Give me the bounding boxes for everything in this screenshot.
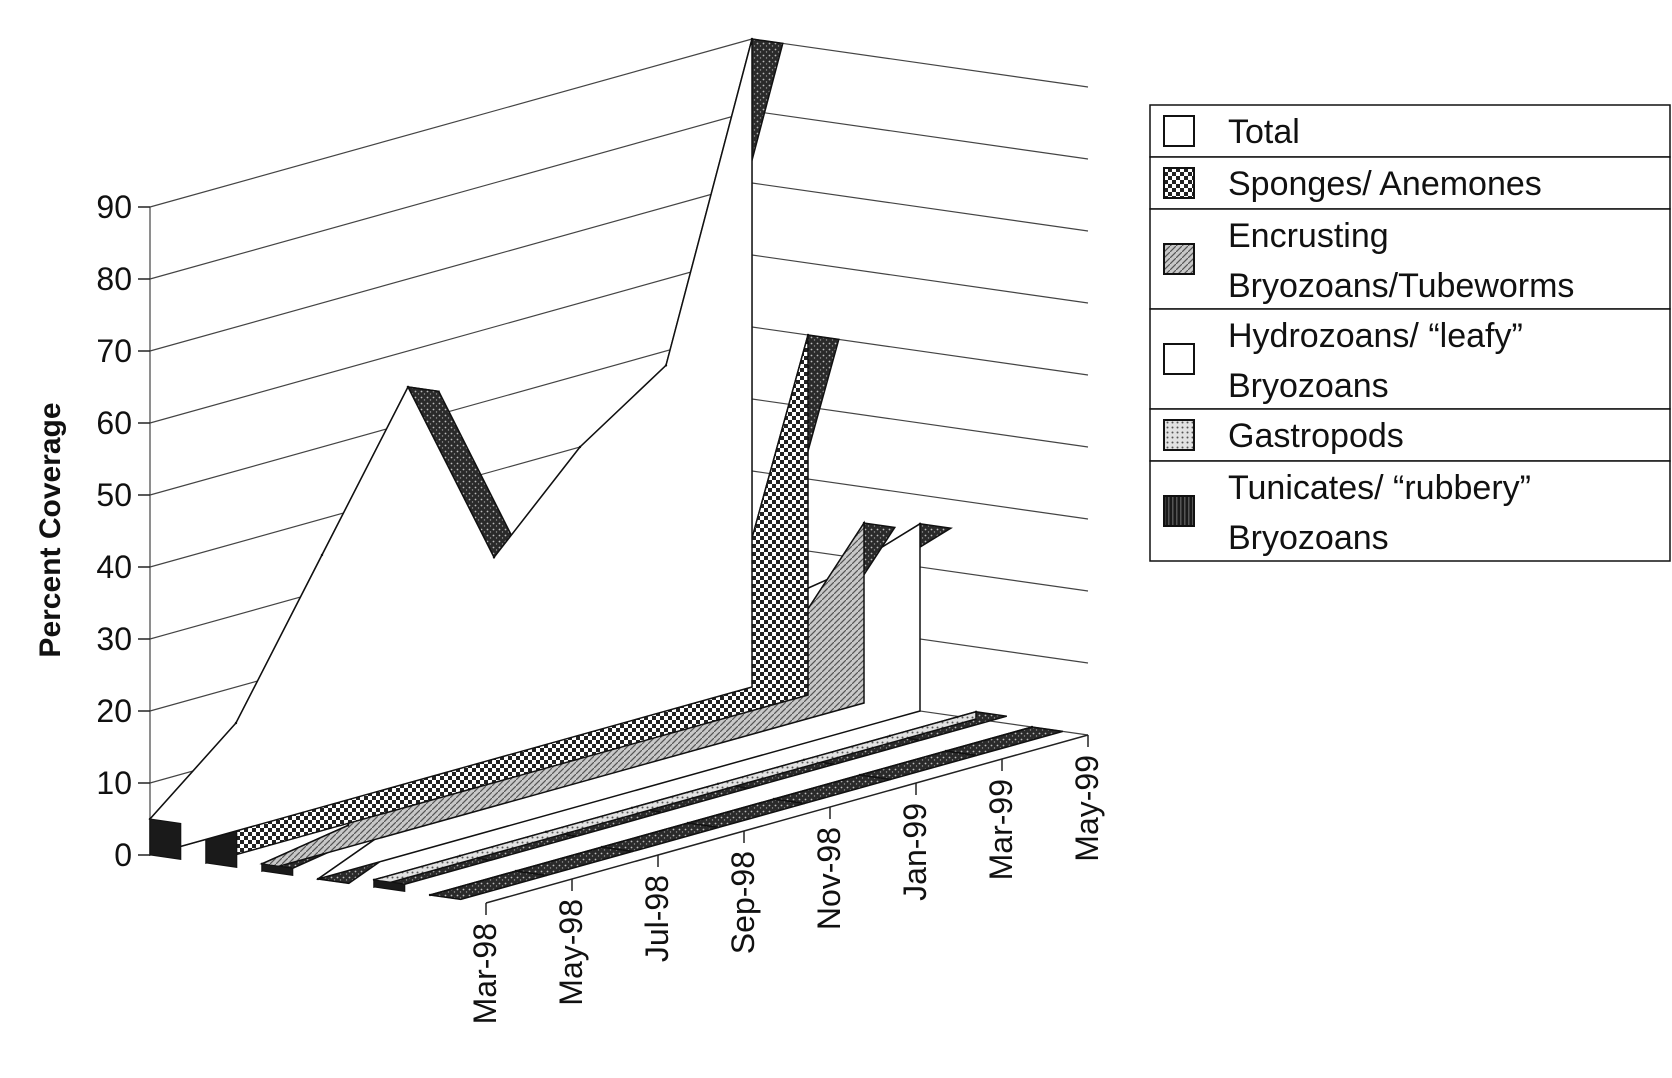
data-point [686,821,690,825]
legend-item: Sponges/ Anemones [1149,156,1671,210]
series-top-segment [687,798,806,829]
gridline-back [149,254,753,424]
gridline-back [149,326,753,496]
legend-swatch [1163,343,1195,375]
legend-label: Gastropods [1228,417,1404,455]
series-top-segment [773,774,892,805]
series-end-cap [261,863,294,876]
legend-swatch [1163,495,1195,527]
chart-series [148,37,1064,901]
legend-row-border [1149,308,1671,410]
data-point [862,521,866,525]
legend-item: Hydrozoans/ “leafy” Bryozoans [1149,308,1671,410]
y-tick-label: 80 [96,261,132,297]
legend-label: Bryozoans/Tubeworms [1228,267,1574,305]
data-point [772,797,776,801]
data-point [630,806,634,809]
data-point [918,522,922,525]
x-tick-label: Mar-98 [467,923,503,1024]
gridline-side [751,38,1089,88]
x-tick-label: Jan-99 [897,803,933,901]
series-end-cap [373,879,406,892]
y-tick-label: 30 [96,621,132,657]
x-axis-line [485,734,1089,904]
y-axis-title: Percent Coverage [34,402,67,657]
gridline-side [751,182,1089,232]
legend-swatch [1163,115,1195,147]
legend-row-border [1149,104,1671,158]
y-tick-label: 20 [96,693,132,729]
legend-label: Sponges/ Anemones [1228,165,1542,203]
data-point [716,782,720,785]
data-point [492,556,496,559]
data-point [944,749,948,753]
data-point [750,37,754,41]
legend-swatch [1163,167,1195,199]
data-point [802,758,806,761]
gridline-side [751,110,1089,160]
x-tick-label: Nov-98 [811,827,847,930]
y-tick-label: 60 [96,405,132,441]
legend-row-border [1149,156,1671,210]
chart-legend: Total Sponges/ Anemones Encrusting Bryozoan… [1149,104,1671,562]
data-point [664,364,668,367]
legend-label: Bryozoans [1228,519,1389,557]
data-point [600,845,604,849]
series-gastropods [372,710,1008,892]
data-point [406,385,410,389]
data-point [320,553,324,557]
data-point [858,773,862,777]
legend-label: Bryozoans [1228,367,1389,405]
gridline-side [751,254,1089,304]
data-point [888,734,892,737]
legend-swatch [1163,243,1195,275]
x-tick-label: Jul-98 [639,875,675,962]
series-tunicates-rubbery-bryozoans [428,725,1064,901]
data-point [458,854,462,857]
data-point [806,333,810,337]
data-point [544,830,548,833]
legend-item: Encrusting Bryozoans/Tubeworms [1149,208,1671,310]
data-point [514,869,518,873]
data-point [974,710,978,713]
series-top-segment [601,822,720,853]
gridline-back [149,38,753,208]
y-tick-label: 10 [96,765,132,801]
data-point [578,445,582,449]
x-tick-label: May-98 [553,899,589,1006]
series-top-segment [859,750,978,781]
y-tick-label: 50 [96,477,132,513]
x-tick-label: Sep-98 [725,851,761,954]
series-end-cap [429,894,461,900]
series-top-segment [515,846,634,877]
x-tick-label: May-99 [1069,755,1105,862]
data-point [346,824,350,827]
legend-label: Hydrozoans/ “leafy” [1228,317,1523,355]
series-top-segment [429,870,548,901]
series-total [148,37,784,860]
legend-item: Tunicates/ “rubbery” Bryozoans [1149,460,1671,562]
legend-label: Total [1228,113,1300,151]
gridline-back [149,110,753,280]
y-tick-label: 0 [114,837,132,873]
x-tick-label: Mar-99 [983,779,1019,880]
data-point [1030,725,1034,729]
y-tick-label: 90 [96,189,132,225]
legend-label: Encrusting [1228,217,1389,255]
legend-row-border [1149,208,1671,310]
legend-item: Total [1149,104,1671,158]
data-point [234,721,238,725]
legend-item: Gastropods [1149,408,1671,462]
legend-swatch [1163,419,1195,451]
series-top-segment [945,726,1064,757]
y-tick-label: 70 [96,333,132,369]
chart-axes: 0 10 20 30 40 50 60 70 80 90 Mar-98 May-98 Jul-98 Sep… [96,189,1105,1024]
legend-row-border [1149,460,1671,562]
series-end-cap [317,878,349,884]
gridline-back [149,182,753,352]
legend-label: Tunicates/ “rubbery” [1228,469,1531,507]
y-tick-label: 40 [96,549,132,585]
series-end-cap [149,818,182,860]
